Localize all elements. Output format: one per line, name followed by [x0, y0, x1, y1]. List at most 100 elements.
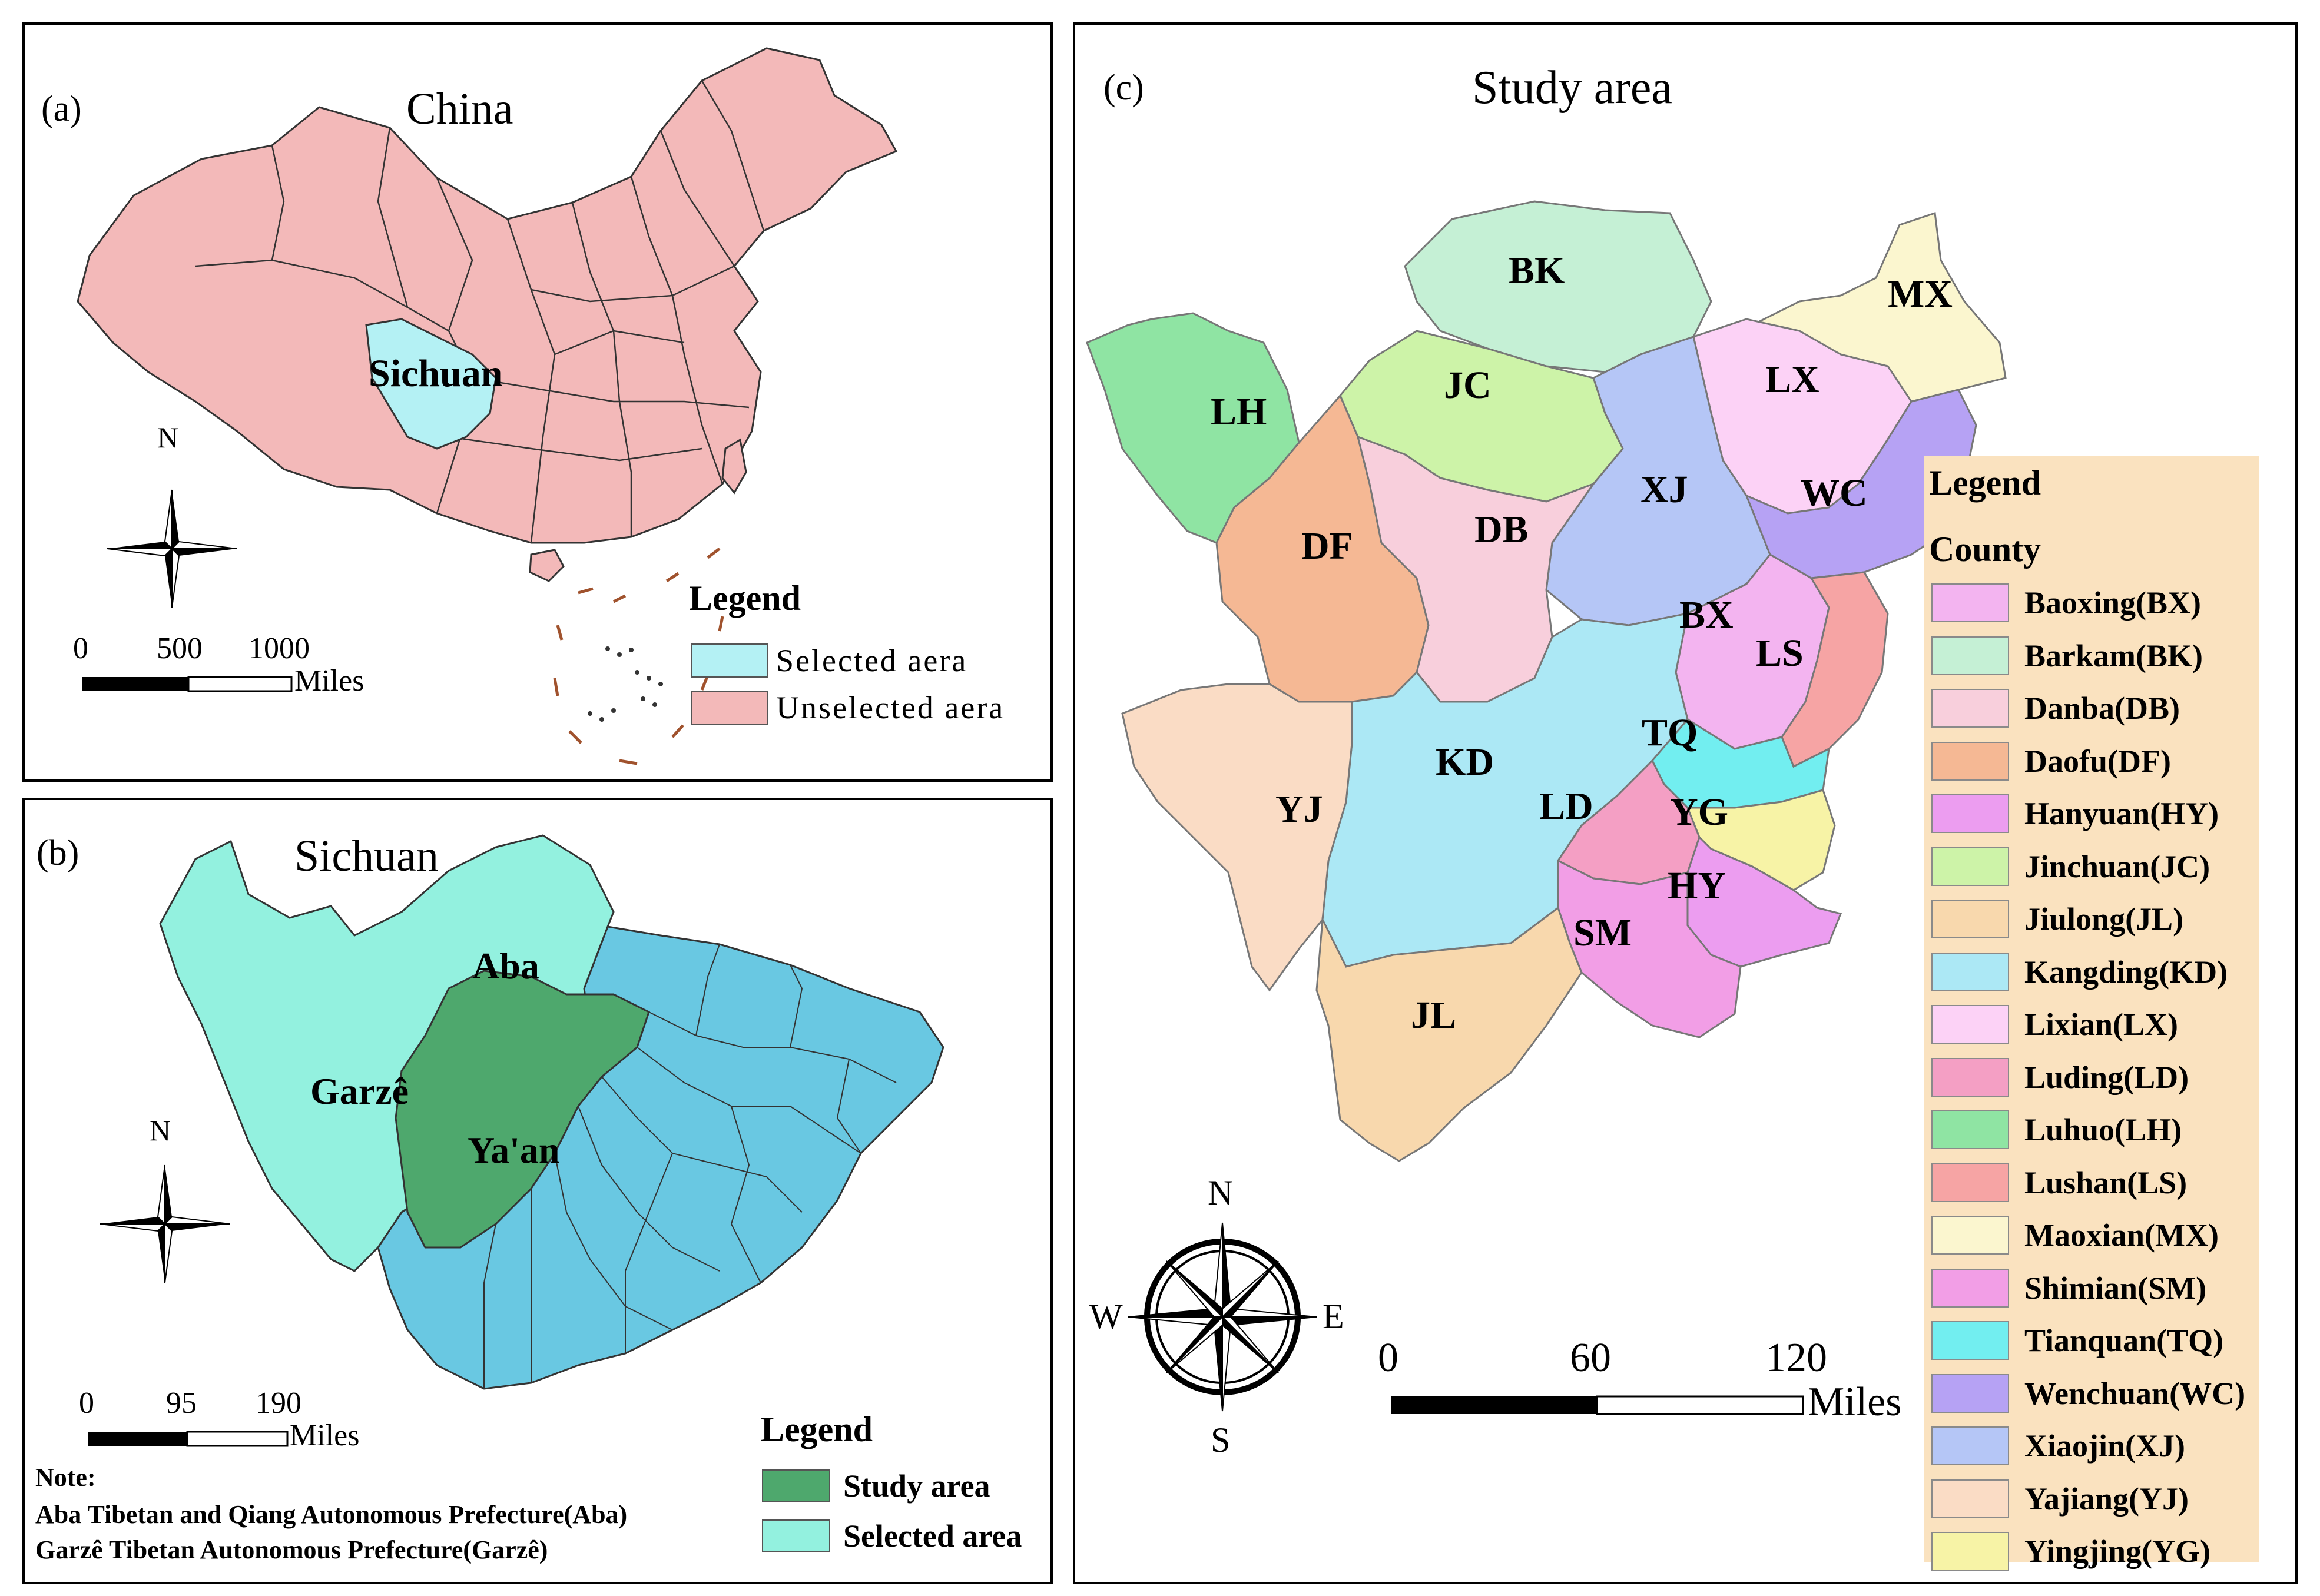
- map-label-yj: YJ: [1275, 788, 1323, 831]
- county-legend-label: Maoxian(MX): [2024, 1217, 2219, 1253]
- county-legend-swatch: [1931, 741, 2009, 781]
- legend-label-unselected: Unselected aera: [776, 690, 1005, 725]
- county-legend-label: Xiaojin(XJ): [2024, 1428, 2185, 1464]
- note-line-aba: Aba Tibetan and Qiang Autonomous Prefect…: [35, 1500, 628, 1529]
- garze-label: Garzê: [310, 1070, 409, 1112]
- panel-a-china: (a) China Sichuan N 0 500 1000 Miles Leg…: [22, 22, 1053, 782]
- county-legend-swatch: [1931, 1532, 2009, 1571]
- county-legend-item: Xiaojin(XJ): [1924, 1419, 2185, 1472]
- scale-unit-c: Miles: [1808, 1379, 1902, 1425]
- map-label-mx: MX: [1888, 273, 1953, 316]
- county-legend-swatch: [1931, 952, 2009, 991]
- county-legend-swatch: [1931, 689, 2009, 728]
- county-legend-item: Danba(DB): [1924, 682, 2180, 735]
- county-legend-item: Tianquan(TQ): [1924, 1314, 2223, 1367]
- county-legend-label: Daofu(DF): [2024, 743, 2171, 779]
- panel-c-tag: (c): [1103, 68, 1144, 108]
- legend-label-selected: Selected aera: [776, 643, 968, 678]
- county-legend-item: Wenchuan(WC): [1924, 1367, 2245, 1420]
- county-legend-swatch: [1931, 847, 2009, 886]
- scale-tick-b-2: 190: [256, 1386, 301, 1420]
- county-legend-label: Wenchuan(WC): [2024, 1375, 2246, 1411]
- note-line-garze: Garzê Tibetan Autonomous Prefecture(Garz…: [35, 1535, 548, 1564]
- note-heading: Note:: [35, 1463, 96, 1492]
- county-legend-label: Danba(DB): [2024, 691, 2180, 726]
- panel-c-title: Study area: [1472, 62, 1672, 114]
- legend-label-study-area: Study area: [843, 1468, 990, 1504]
- county-legend-item: Maoxian(MX): [1924, 1209, 2219, 1262]
- map-label-yg: YG: [1670, 791, 1728, 834]
- legend-swatch-study-area: [762, 1469, 830, 1502]
- hainan-island-shape: [529, 549, 565, 582]
- county-legend-label: Yingjing(YG): [2024, 1534, 2211, 1569]
- county-legend: Legend County Baoxing(BX) Barkam(BK) Danba…: [1924, 456, 2259, 1571]
- sichuan-county-lines: [483, 944, 897, 1389]
- china-map: [77, 47, 898, 765]
- county-legend-label: Lushan(LS): [2024, 1164, 2188, 1200]
- map-label-df: DF: [1301, 525, 1353, 568]
- county-legend-item: Hanyuan(HY): [1924, 787, 2219, 840]
- taiwan-island-shape: [721, 438, 747, 495]
- legend-title-b: Legend: [761, 1410, 873, 1449]
- map-label-db: DB: [1474, 508, 1529, 551]
- county-legend-swatch: [1931, 794, 2009, 833]
- map-label-sm: SM: [1573, 911, 1632, 954]
- map-label-jl: JL: [1411, 994, 1457, 1037]
- county-jl-shape: [1315, 906, 1583, 1162]
- map-label-jc: JC: [1444, 364, 1492, 407]
- county-legend-label: Yajiang(YJ): [2024, 1481, 2189, 1517]
- county-legend-swatch: [1931, 1479, 2009, 1518]
- panel-c-study-area: (c) Study area BK MX LH JC LX XJ WC DF D…: [1073, 22, 2298, 1584]
- county-legend-swatch: [1931, 1426, 2009, 1465]
- sichuan-map: [88, 834, 944, 1447]
- county-legend-item: Jinchuan(JC): [1924, 840, 2210, 893]
- scale-tick-b-0: 0: [79, 1386, 94, 1420]
- scale-unit-a: Miles: [294, 664, 364, 698]
- county-legend-label: Shimian(SM): [2024, 1270, 2207, 1306]
- compass-w-label: W: [1089, 1297, 1123, 1336]
- scale-tick-a-2: 1000: [248, 632, 310, 665]
- county-legend-swatch: [1931, 1005, 2009, 1044]
- county-legend-label: Lixian(LX): [2024, 1007, 2179, 1042]
- county-legend-swatch: [1931, 1373, 2009, 1413]
- county-sm-shape: [1557, 859, 1742, 1038]
- county-legend-item: Kangding(KD): [1924, 945, 2228, 998]
- county-legend-label: Luhuo(LH): [2024, 1112, 2182, 1147]
- sichuan-region-label: Sichuan: [369, 352, 503, 395]
- compass-rose-icon: [1128, 1222, 1317, 1412]
- county-legend-swatch: [1931, 1268, 2009, 1308]
- panel-a-title: China: [406, 84, 513, 134]
- sichuan-selected-shape: [365, 318, 497, 450]
- county-legend-swatch: [1931, 1057, 2009, 1097]
- map-label-wc: WC: [1801, 472, 1868, 515]
- county-legend-swatch: [1931, 636, 2009, 675]
- north-arrow-icon: [107, 489, 237, 608]
- county-legend-swatch: [1931, 900, 2009, 938]
- county-legend-item: Shimian(SM): [1924, 1262, 2206, 1315]
- compass-n-label: N: [1208, 1173, 1234, 1212]
- study-area-shape: [395, 970, 650, 1249]
- scale-tick-c-0: 0: [1378, 1335, 1398, 1381]
- map-label-lh: LH: [1211, 390, 1267, 433]
- scale-bar-c: [1391, 1395, 1804, 1415]
- scale-tick-c-1: 60: [1570, 1335, 1611, 1381]
- panel-b-tag: (b): [37, 833, 79, 873]
- compass-s-label: S: [1211, 1421, 1231, 1459]
- scale-unit-b: Miles: [290, 1419, 360, 1452]
- north-arrow-icon-b: [100, 1164, 230, 1283]
- county-legend-label: Luding(LD): [2024, 1059, 2189, 1095]
- legend-item-selected-area: Selected area: [762, 1515, 1022, 1557]
- panel-b-title: Sichuan: [294, 831, 439, 881]
- county-yj-shape: [1121, 683, 1353, 992]
- legend-item-study-area: Study area: [762, 1465, 990, 1507]
- map-label-bk: BK: [1509, 249, 1565, 292]
- county-legend-title: Legend: [1929, 463, 2041, 502]
- scale-tick-b-1: 95: [166, 1386, 197, 1420]
- north-arrow-label-b: N: [150, 1114, 171, 1147]
- map-label-hy: HY: [1668, 864, 1726, 907]
- county-legend-subtitle: County: [1929, 530, 2041, 569]
- county-legend-item: Jiulong(JL): [1924, 892, 2183, 945]
- county-legend-swatch: [1931, 583, 2009, 622]
- county-legend-swatch: [1931, 1110, 2009, 1149]
- china-province-lines: [195, 80, 765, 543]
